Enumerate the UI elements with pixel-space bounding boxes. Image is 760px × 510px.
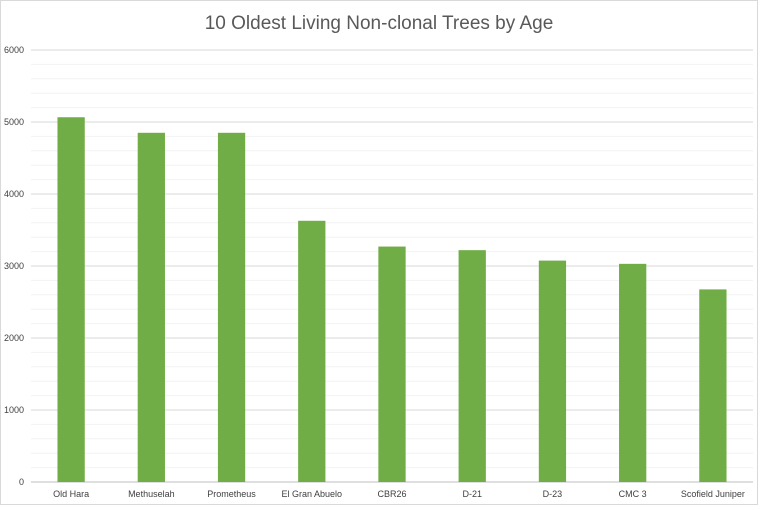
bar: [538, 260, 567, 482]
y-tick-label: 0: [19, 477, 24, 487]
y-tick-label: 1000: [4, 405, 24, 415]
bar: [217, 132, 246, 483]
bar: [458, 250, 486, 482]
y-tick-label: 5000: [4, 117, 24, 127]
y-tick-label: 4000: [4, 189, 24, 199]
x-tick-label: Methuselah: [128, 489, 175, 499]
bar: [619, 263, 647, 482]
x-tick-label: CBR26: [377, 489, 406, 499]
y-tick-label: 3000: [4, 261, 24, 271]
y-tick-label: 6000: [4, 45, 24, 55]
x-tick-label: D-21: [462, 489, 482, 499]
bar: [699, 289, 727, 482]
x-tick-label: D-23: [543, 489, 563, 499]
bar: [378, 246, 406, 482]
x-tick-label: El Gran Abuelo: [282, 489, 343, 499]
bar: [137, 132, 165, 483]
x-tick-label: CMC 3: [619, 489, 647, 499]
x-tick-label: Scofield Juniper: [681, 489, 745, 499]
bar: [298, 220, 326, 482]
bar: [57, 117, 85, 483]
y-tick-label: 2000: [4, 333, 24, 343]
chart-title: 10 Oldest Living Non-clonal Trees by Age: [204, 13, 554, 34]
x-tick-label: Old Hara: [53, 489, 89, 499]
x-tick-label: Prometheus: [207, 489, 256, 499]
